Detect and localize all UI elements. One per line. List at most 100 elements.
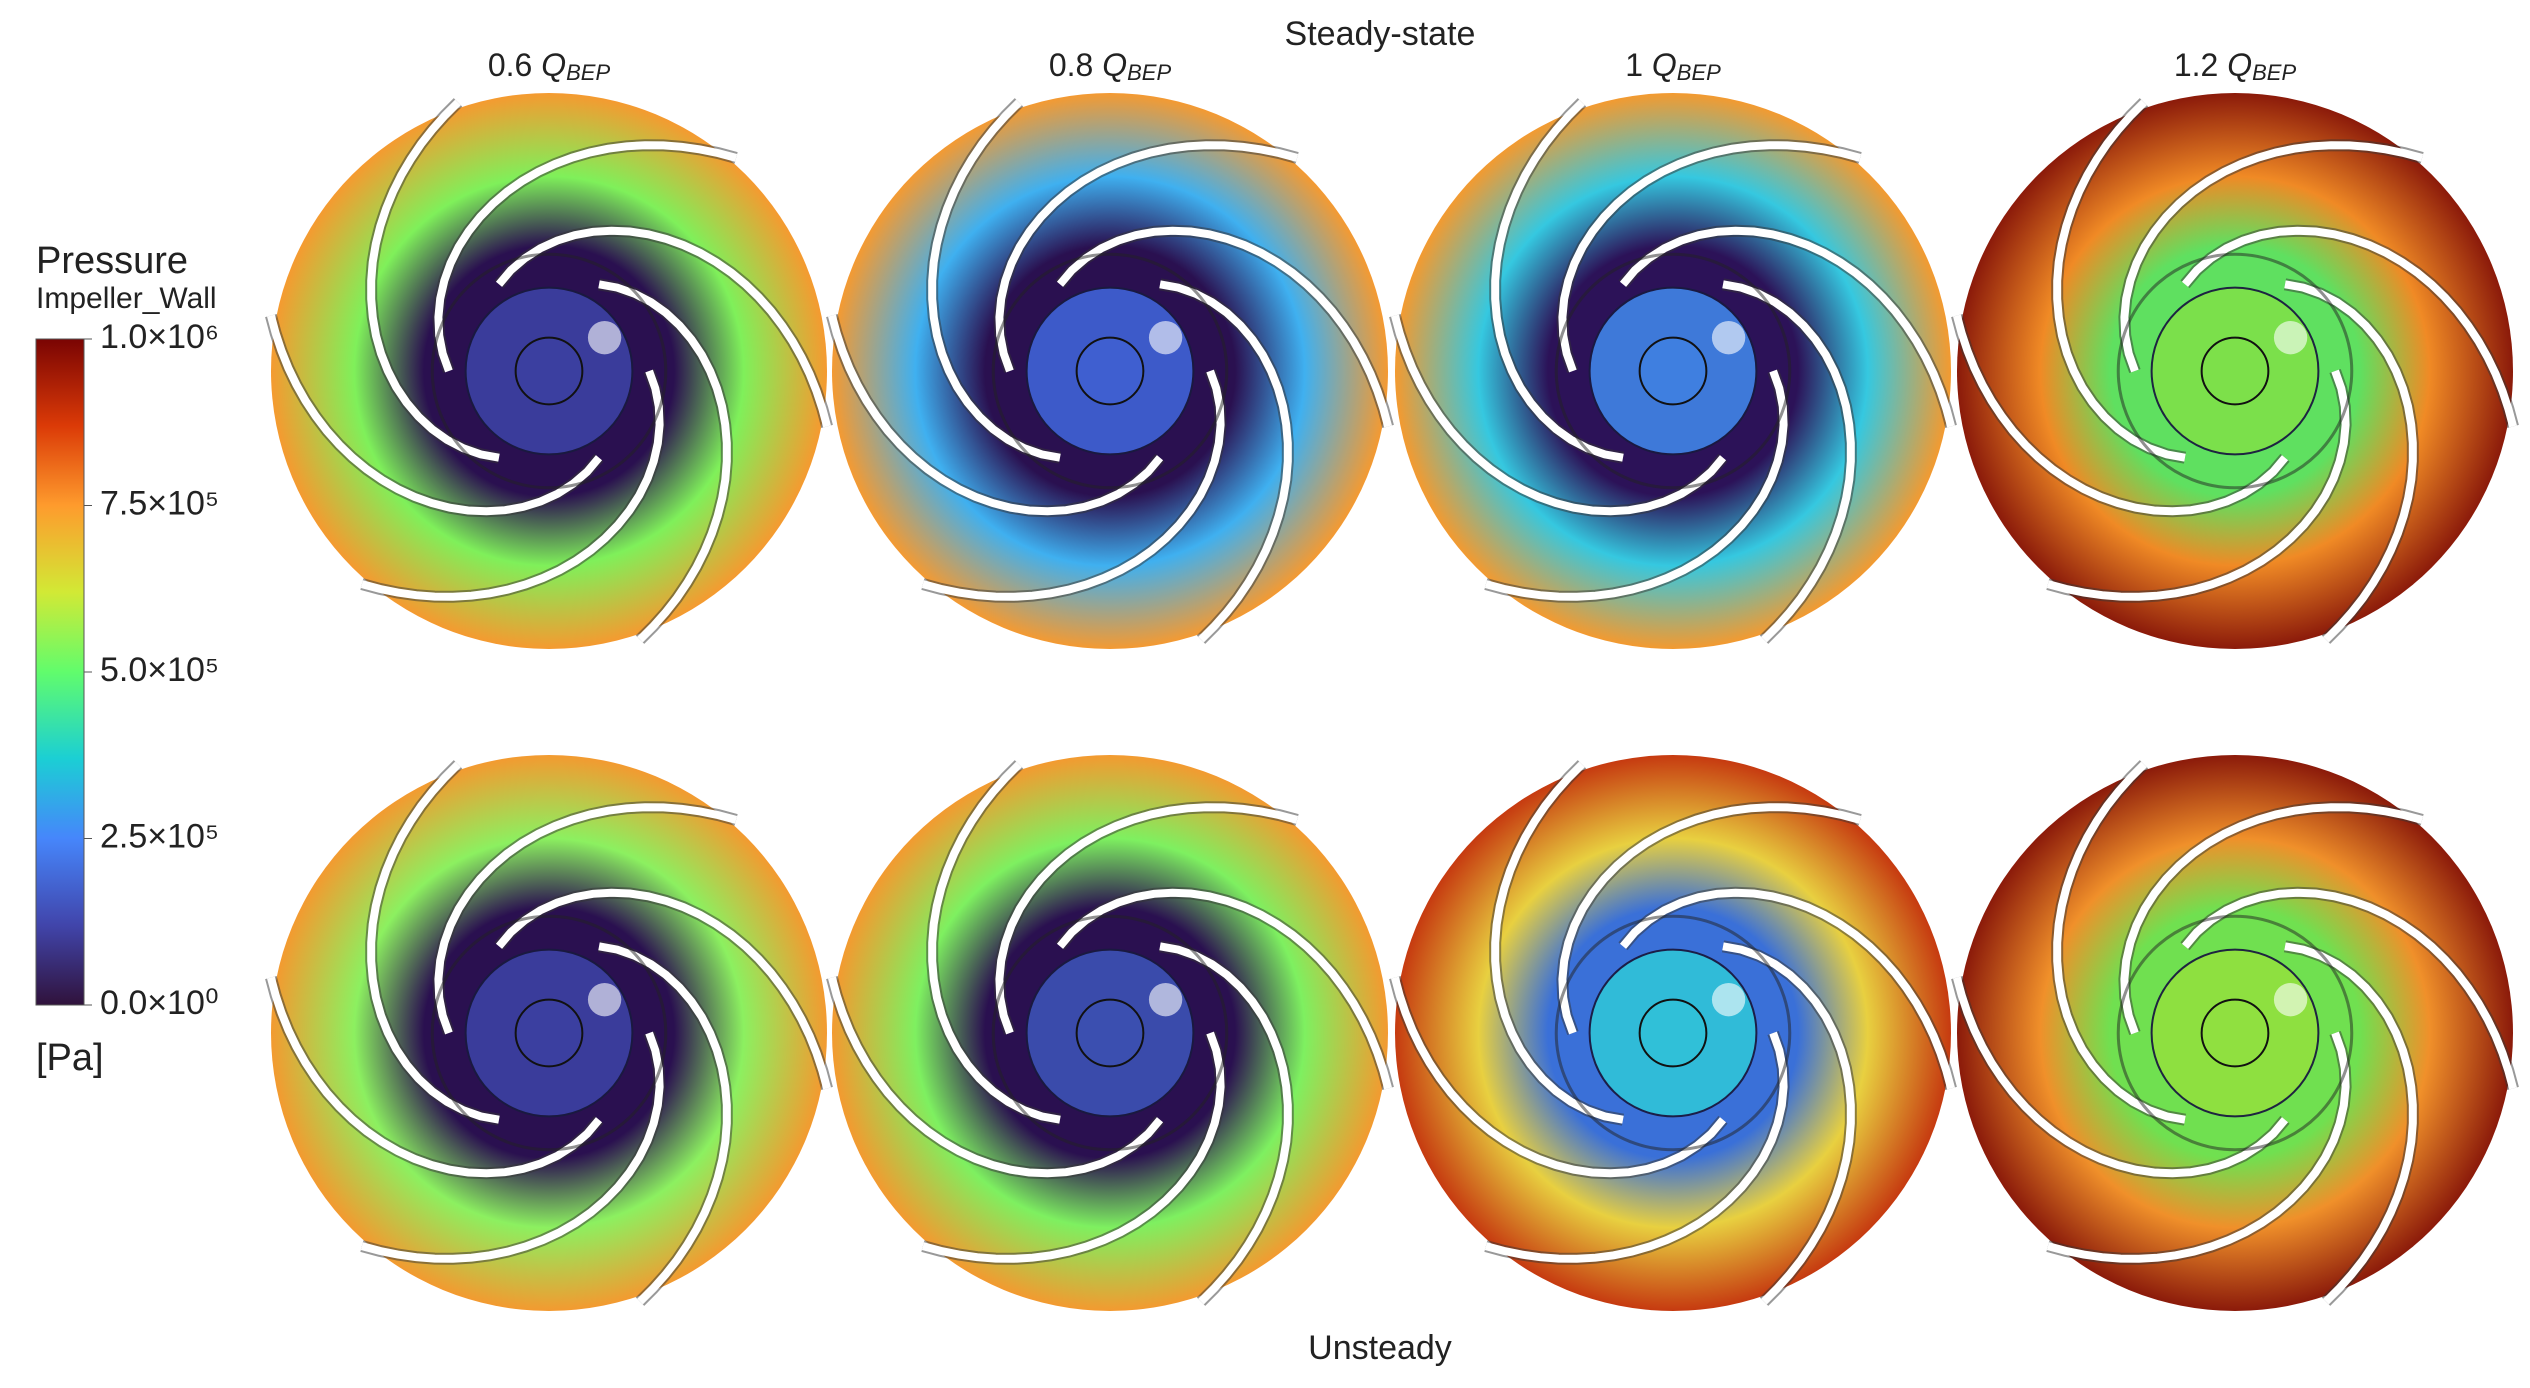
blade [1484,369,1788,601]
blade [1056,226,1392,428]
blade [2046,1031,2350,1263]
column-number: 0.8 [1049,47,1093,83]
blade [1391,976,1727,1178]
column-subscript: BEP [566,60,610,85]
blade [1619,888,1955,1090]
blade [367,761,500,1124]
blade [828,976,1164,1178]
blade [928,761,1061,1124]
hub-nut [1075,998,1145,1068]
impeller [1389,93,1957,649]
hub-highlight [1711,320,1746,355]
column-number: 0.6 [488,47,532,83]
blade [267,976,603,1178]
hub-highlight [1711,982,1746,1017]
blade [434,803,738,1035]
eye-ring [430,914,668,1152]
blade [2053,761,2186,1124]
blade [495,888,831,1090]
blade [995,803,1299,1035]
blade [2181,888,2517,1090]
impeller [1951,93,2519,649]
top-row-label: Steady-state [1285,15,1476,53]
column-number: 1.2 [2174,47,2218,83]
hub-nut [1075,336,1145,406]
blade [2181,226,2517,428]
impeller [1951,755,2519,1311]
hub-nut [1638,998,1708,1068]
blade [2053,99,2186,462]
blade [360,369,664,601]
blade [1558,803,1862,1035]
impeller [826,93,1394,649]
column-label: 1.2 QBEP [2174,47,2297,84]
colorbar-tick-label: 1.0×10⁶ [100,318,219,356]
colorbar-subtitle: Impeller_Wall [36,282,217,315]
blade [1953,314,2289,516]
hub-highlight [2273,982,2308,1017]
hub-highlight [1148,320,1183,355]
column-label: 1 QBEP [1625,47,1721,84]
blade [1484,1031,1788,1263]
blade [367,99,500,462]
column-subscript: BEP [1127,60,1171,85]
eye-ring [991,914,1229,1152]
column-subscript: BEP [2252,60,2296,85]
colorbar-tick-label: 5.0×10⁵ [100,651,219,689]
impeller [826,755,1394,1311]
colorbar-tick-label: 2.5×10⁵ [100,817,219,855]
blade [2284,942,2417,1305]
colorbar-unit: [Pa] [36,1037,104,1079]
eye-ring [1554,252,1792,490]
blade [267,314,603,516]
colorbar [35,338,85,1006]
impeller [265,93,833,649]
blade [2284,280,2417,643]
blade [360,1031,664,1263]
column-number: 1 [1625,47,1643,83]
hub-highlight [1148,982,1183,1017]
impeller [1389,755,1957,1311]
column-symbol: Q [1652,47,1677,83]
blade [1619,226,1955,428]
blade [2120,141,2424,373]
blade [598,280,731,643]
blade [2120,803,2424,1035]
eye-ring [2116,252,2354,490]
eye-ring [2116,914,2354,1152]
column-symbol: Q [541,47,566,83]
impeller [265,755,833,1311]
blade [434,141,738,373]
blade [1159,280,1292,643]
column-label: 0.6 QBEP [488,47,611,84]
eye-ring [1554,914,1792,1152]
blade [1722,942,1855,1305]
blade [1491,761,1624,1124]
blade [828,314,1164,516]
blade [598,942,731,1305]
blade [1056,888,1392,1090]
colorbar-tick-label: 7.5×10⁵ [100,484,219,522]
blade [921,1031,1225,1263]
column-label: 0.8 QBEP [1049,47,1172,84]
blade [1953,976,2289,1178]
blade [495,226,831,428]
column-symbol: Q [2227,47,2252,83]
blade [1491,99,1624,462]
eye-ring [430,252,668,490]
hub-nut [514,998,584,1068]
hub-highlight [587,320,622,355]
column-subscript: BEP [1677,60,1721,85]
blade [1159,942,1292,1305]
hub-nut [514,336,584,406]
hub-nut [2200,998,2270,1068]
blade [1722,280,1855,643]
blade [928,99,1061,462]
blade [995,141,1299,373]
blade [2046,369,2350,601]
hub-highlight [2273,320,2308,355]
blade [1391,314,1727,516]
eye-ring [991,252,1229,490]
blade [1558,141,1862,373]
